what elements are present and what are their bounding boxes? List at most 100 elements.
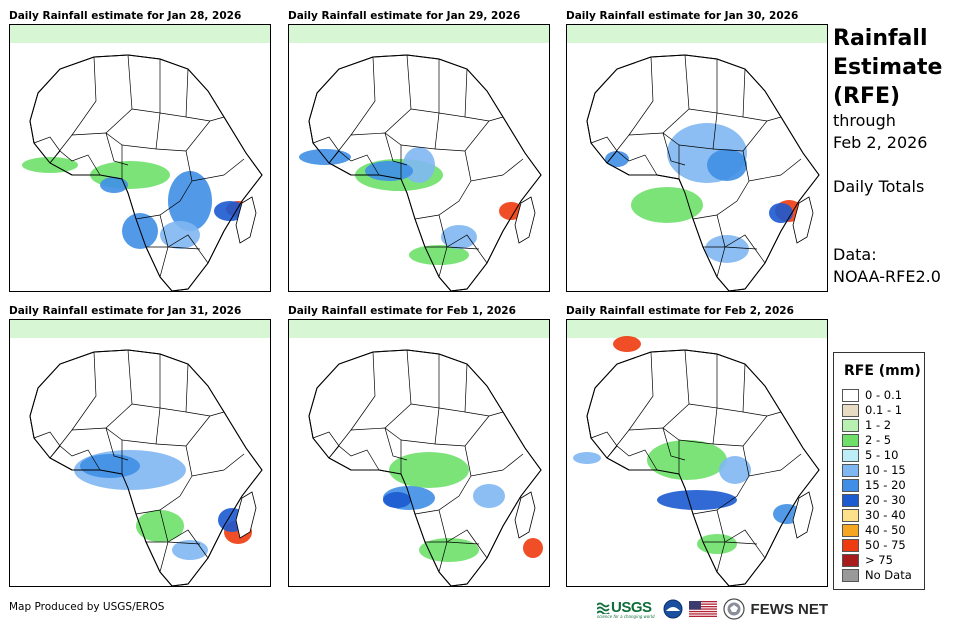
country-border [135, 475, 193, 515]
rain-area [383, 492, 411, 508]
coastline [586, 349, 820, 586]
legend-item: 5 - 10 [842, 448, 898, 462]
logo-strip: USGS science for a changing world FEWS N… [597, 596, 828, 622]
country-border [223, 453, 245, 471]
legend-label: 20 - 30 [865, 493, 906, 507]
country-border [662, 427, 686, 461]
rain-band [289, 25, 549, 43]
legend-label: 50 - 75 [865, 538, 906, 552]
data-source: NOAA-RFE2.0 [833, 267, 941, 286]
legend-swatch [842, 553, 859, 567]
country-border [590, 136, 618, 152]
legend-item: 10 - 15 [842, 463, 906, 477]
country-border [692, 475, 750, 515]
legend-item: 20 - 30 [842, 493, 906, 507]
data-label: Data: [833, 245, 877, 264]
rain-area [499, 202, 523, 220]
country-border [223, 158, 245, 176]
panel-title: Daily Rainfall estimate for Feb 1, 2026 [288, 305, 516, 317]
country-border [662, 132, 686, 166]
rain-area [719, 456, 751, 484]
legend-swatch [842, 538, 859, 552]
legend-swatch [842, 433, 859, 447]
rain-band [289, 320, 549, 338]
legend-swatch [842, 478, 859, 492]
rain-area [613, 336, 641, 352]
rain-area [80, 454, 140, 478]
legend-swatch [842, 523, 859, 537]
rain-area [631, 187, 703, 223]
rain-area [647, 440, 727, 480]
rain-area [523, 538, 543, 558]
legend-item: 40 - 50 [842, 523, 906, 537]
country-border [628, 351, 654, 431]
country-border [312, 431, 340, 447]
legend-label: 5 - 10 [865, 448, 899, 462]
country-border [328, 445, 380, 471]
noaa-logo-icon [663, 599, 683, 619]
country-border [167, 529, 209, 559]
rain-area [136, 510, 184, 542]
credit-text: Map Produced by USGS/EROS [9, 601, 165, 613]
rainfall-map [288, 319, 550, 587]
rain-area [214, 201, 246, 221]
rainfall-map [9, 24, 271, 292]
rain-area [299, 149, 351, 165]
rain-band [10, 25, 270, 43]
through-date: Feb 2, 2026 [833, 133, 928, 152]
madagascar-outline [235, 491, 257, 539]
country-border [606, 150, 658, 176]
legend-item: 30 - 40 [842, 508, 906, 522]
madagascar-outline [792, 491, 814, 539]
country-border [71, 351, 97, 431]
country-border [446, 234, 488, 264]
rain-area [573, 452, 601, 464]
rain-area [441, 225, 477, 249]
rain-area [705, 235, 749, 263]
rainfall-map [566, 319, 828, 587]
legend-swatch [842, 508, 859, 522]
rainfall-map [9, 319, 271, 587]
legend-label: No Data [865, 568, 912, 582]
panel-title: Daily Rainfall estimate for Feb 2, 2026 [566, 305, 794, 317]
panel-title: Daily Rainfall estimate for Jan 30, 2026 [566, 10, 799, 22]
legend-label: 30 - 40 [865, 508, 906, 522]
legend-label: 0 - 0.1 [865, 388, 903, 402]
country-border [590, 431, 618, 447]
main-title: Rainfall Estimate (RFE) [833, 24, 942, 111]
rain-area [409, 245, 469, 265]
country-border [33, 431, 61, 447]
rain-band [567, 320, 827, 338]
country-border [414, 475, 472, 515]
legend-item: 15 - 20 [842, 478, 906, 492]
rain-band [10, 320, 270, 338]
legend-item: 1 - 2 [842, 418, 891, 432]
usgs-tagline: science for a changing world [597, 614, 655, 619]
country-border [167, 234, 209, 264]
legend-item: 50 - 75 [842, 538, 906, 552]
panel-title: Daily Rainfall estimate for Jan 29, 2026 [288, 10, 521, 22]
legend-swatch [842, 493, 859, 507]
country-border [724, 234, 766, 264]
country-border [446, 529, 488, 559]
country-border [105, 132, 129, 166]
rainfall-map [566, 24, 828, 292]
legend-swatch [842, 388, 859, 402]
panel-title: Daily Rainfall estimate for Jan 28, 2026 [9, 10, 242, 22]
legend-swatch [842, 403, 859, 417]
country-border [502, 158, 524, 176]
legend-label: 1 - 2 [865, 418, 892, 432]
country-border [606, 445, 658, 471]
country-border [780, 158, 802, 176]
legend-item: > 75 [842, 553, 893, 567]
country-border [71, 56, 97, 136]
usgs-wave-icon [597, 602, 610, 614]
legend-swatch [842, 418, 859, 432]
rain-area [168, 171, 212, 231]
through-label: through [833, 111, 896, 130]
legend-item: 0.1 - 1 [842, 403, 902, 417]
country-border [350, 56, 376, 136]
coastline [308, 54, 542, 291]
rain-area [657, 490, 737, 510]
rain-area [419, 538, 479, 562]
